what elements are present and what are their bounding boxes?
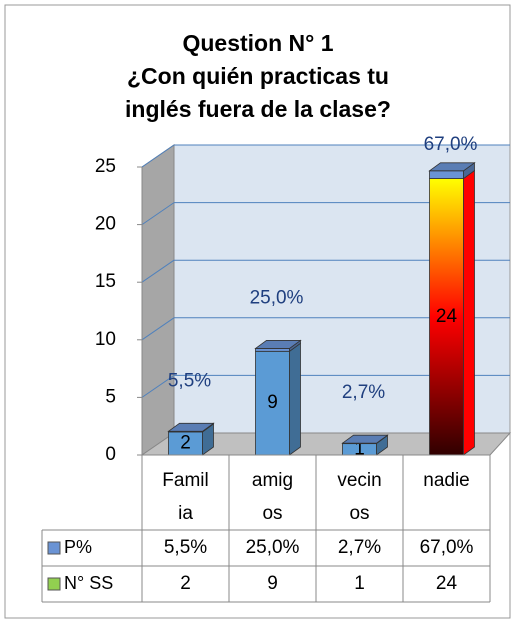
chart-title: ¿Con quién practicas tu	[127, 63, 389, 89]
bar-segment	[255, 350, 290, 456]
data-label: 25,0%	[250, 287, 304, 308]
y-tick-label: 25	[95, 156, 116, 177]
bar-top	[167, 422, 215, 432]
data-label: 9	[267, 392, 278, 413]
bar-top	[341, 434, 389, 444]
table-cell: 2,7%	[338, 537, 381, 558]
data-label: 5,5%	[168, 370, 211, 391]
x-tick-label: nadie	[423, 470, 470, 491]
y-tick-label: 20	[95, 214, 116, 235]
side-wall	[141, 144, 175, 456]
legend-label: N° SS	[64, 573, 113, 593]
table-cell: 1	[354, 573, 365, 594]
legend-key	[47, 577, 61, 591]
bar-top	[254, 340, 302, 349]
table-cell: 24	[436, 573, 458, 594]
chart-title: inglés fuera de la clase?	[125, 96, 391, 122]
x-tick-label: os	[349, 503, 369, 524]
y-tick-label: 5	[105, 386, 116, 407]
legend-key	[47, 541, 61, 555]
x-tick-label: vecin	[337, 470, 381, 491]
grid-line	[141, 259, 175, 283]
bar-segment	[429, 170, 464, 179]
bar-side	[463, 169, 475, 456]
table-cell: 9	[267, 573, 278, 594]
bar-segment	[255, 348, 290, 352]
table-cell: 2	[180, 573, 191, 594]
x-tick-label: amig	[252, 470, 293, 491]
grid-line	[141, 317, 175, 341]
grid-line	[141, 374, 175, 398]
data-label: 2,7%	[342, 382, 385, 403]
data-label: 67,0%	[424, 134, 478, 155]
data-label: 2	[180, 432, 191, 453]
bar-segment	[429, 178, 464, 456]
bar-side	[289, 342, 301, 456]
chart-title: Question N° 1	[182, 30, 333, 56]
data-label: 24	[436, 306, 458, 327]
y-tick-label: 15	[95, 271, 116, 292]
y-tick-label: 10	[95, 329, 116, 350]
y-tick-label: 0	[105, 444, 116, 465]
grid-line	[141, 144, 175, 168]
table-cell: 25,0%	[246, 537, 300, 558]
table-cell: 5,5%	[164, 537, 207, 558]
x-tick-label: os	[262, 503, 282, 524]
bar-top	[428, 162, 476, 172]
legend-label: P%	[64, 537, 92, 557]
grid-line	[141, 202, 175, 226]
x-tick-label: ia	[178, 503, 193, 524]
x-tick-label: Famil	[162, 470, 208, 491]
data-label: 1	[354, 438, 365, 459]
table-cell: 67,0%	[420, 537, 474, 558]
